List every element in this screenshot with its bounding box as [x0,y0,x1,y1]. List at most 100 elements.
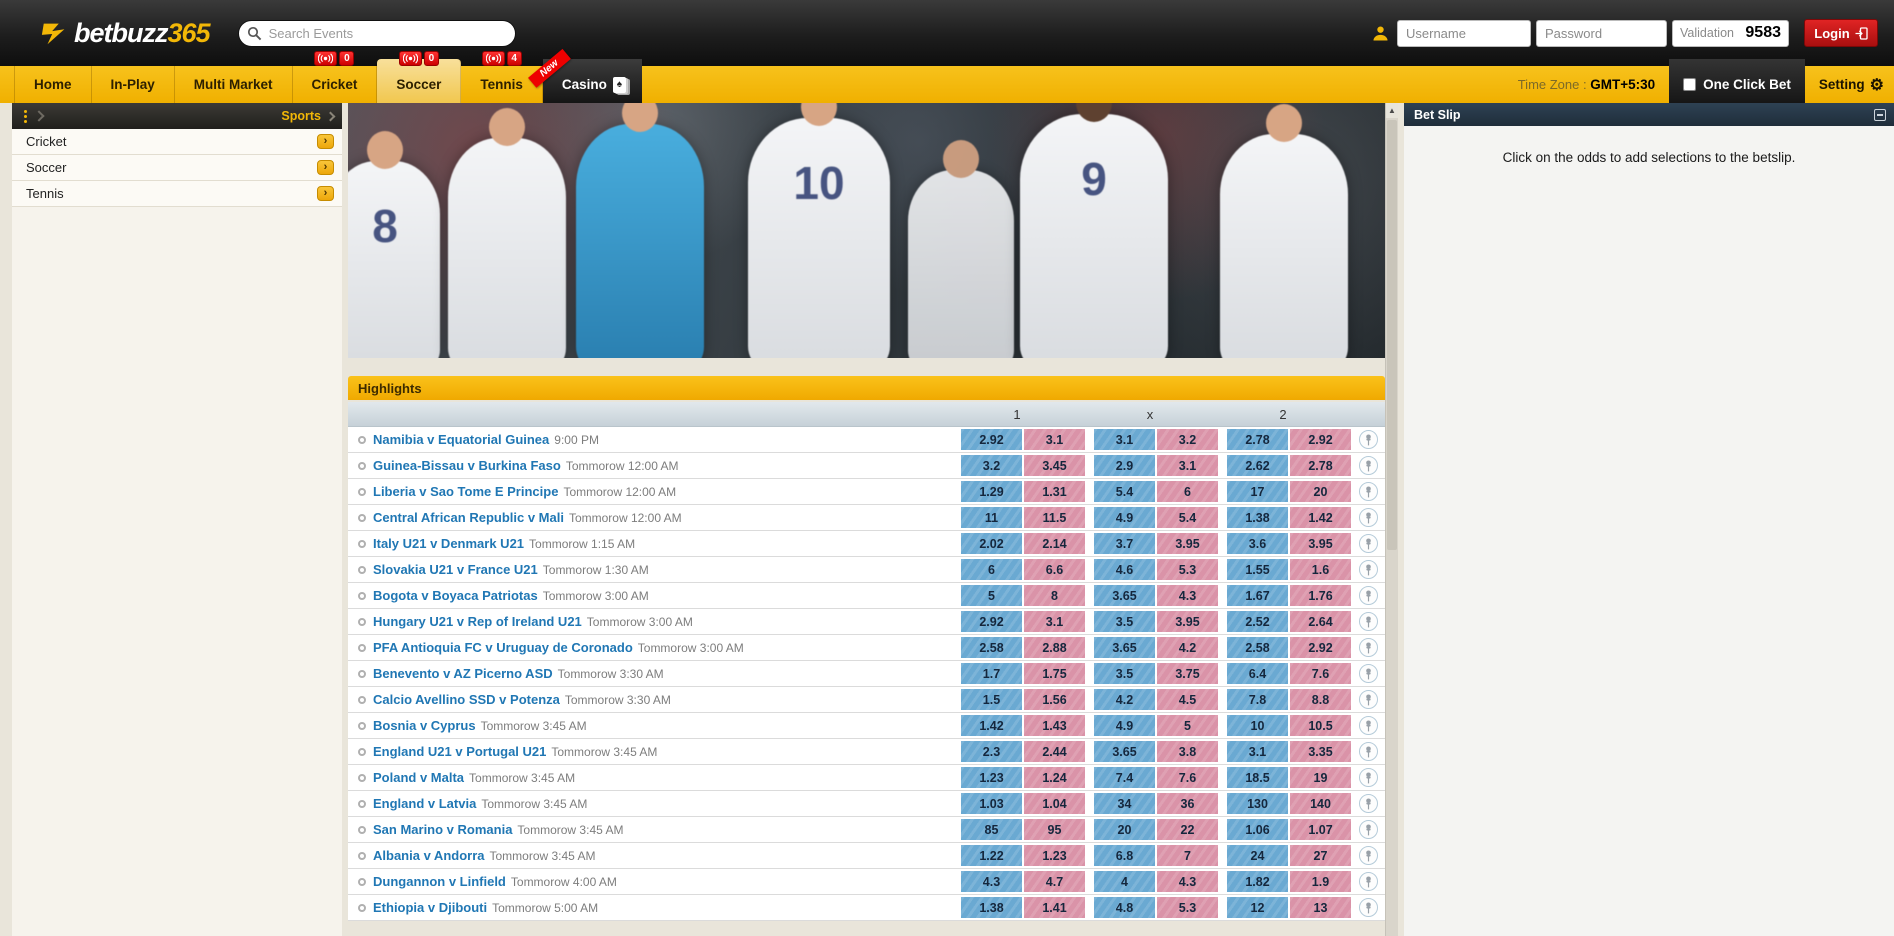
lay-odds-button[interactable]: 3.1 [1024,611,1085,632]
back-odds-button[interactable]: 4.9 [1094,715,1155,736]
lay-odds-button[interactable]: 2.44 [1024,741,1085,762]
match-name-link[interactable]: Guinea-Bissau v Burkina Faso [373,458,561,473]
lay-odds-button[interactable]: 2.64 [1290,611,1351,632]
match-name-link[interactable]: PFA Antioquia FC v Uruguay de Coronado [373,640,633,655]
back-odds-button[interactable]: 2.52 [1227,611,1288,632]
back-odds-button[interactable]: 3.5 [1094,663,1155,684]
back-odds-button[interactable]: 1.38 [1227,507,1288,528]
back-odds-button[interactable]: 4.8 [1094,897,1155,918]
lay-odds-button[interactable]: 19 [1290,767,1351,788]
content-scrollbar[interactable]: ▲ [1385,103,1398,936]
match-name-link[interactable]: Benevento v AZ Picerno ASD [373,666,553,681]
lay-odds-button[interactable]: 22 [1157,819,1218,840]
lay-odds-button[interactable]: 3.95 [1290,533,1351,554]
lay-odds-button[interactable]: 5 [1157,715,1218,736]
match-name-link[interactable]: Calcio Avellino SSD v Potenza [373,692,560,707]
minimize-icon[interactable] [1874,108,1886,121]
lay-odds-button[interactable]: 6.6 [1024,559,1085,580]
back-odds-button[interactable]: 3.7 [1094,533,1155,554]
lay-odds-button[interactable]: 7 [1157,845,1218,866]
match-name-link[interactable]: Poland v Malta [373,770,465,785]
back-odds-button[interactable]: 3.65 [1094,585,1155,606]
nav-tab-in-play[interactable]: In-Play [92,66,175,103]
lay-odds-button[interactable]: 3.2 [1157,429,1218,450]
lay-odds-button[interactable]: 2.14 [1024,533,1085,554]
match-name-link[interactable]: Liberia v Sao Tome E Principe [373,484,559,499]
pin-icon[interactable] [1359,716,1378,735]
lay-odds-button[interactable]: 27 [1290,845,1351,866]
back-odds-button[interactable]: 2.3 [961,741,1022,762]
lay-odds-button[interactable]: 1.23 [1024,845,1085,866]
collapse-chevron-icon[interactable] [33,110,45,122]
match-name-link[interactable]: Hungary U21 v Rep of Ireland U21 [373,614,582,629]
lay-odds-button[interactable]: 1.75 [1024,663,1085,684]
match-name-link[interactable]: Bosnia v Cyprus [373,718,476,733]
match-name-link[interactable]: Ethiopia v Djibouti [373,900,488,915]
pin-icon[interactable] [1359,898,1378,917]
match-name-link[interactable]: Albania v Andorra [373,848,485,863]
back-odds-button[interactable]: 2.62 [1227,455,1288,476]
lay-odds-button[interactable]: 1.07 [1290,819,1351,840]
lay-odds-button[interactable]: 3.35 [1290,741,1351,762]
lay-odds-button[interactable]: 2.78 [1290,455,1351,476]
lay-odds-button[interactable]: 3.75 [1157,663,1218,684]
back-odds-button[interactable]: 3.65 [1094,741,1155,762]
lay-odds-button[interactable]: 6 [1157,481,1218,502]
back-odds-button[interactable]: 2.78 [1227,429,1288,450]
back-odds-button[interactable]: 4 [1094,871,1155,892]
match-name-link[interactable]: Italy U21 v Denmark U21 [373,536,525,551]
sidebar-item-tennis[interactable]: Tennis › [12,181,342,207]
back-odds-button[interactable]: 2.58 [961,637,1022,658]
pin-icon[interactable] [1359,872,1378,891]
back-odds-button[interactable]: 20 [1094,819,1155,840]
pin-icon[interactable] [1359,534,1378,553]
lay-odds-button[interactable]: 1.76 [1290,585,1351,606]
pin-icon[interactable] [1359,794,1378,813]
back-odds-button[interactable]: 1.67 [1227,585,1288,606]
back-odds-button[interactable]: 5.4 [1094,481,1155,502]
back-odds-button[interactable]: 1.55 [1227,559,1288,580]
back-odds-button[interactable]: 6 [961,559,1022,580]
back-odds-button[interactable]: 1.03 [961,793,1022,814]
lay-odds-button[interactable]: 3.1 [1024,429,1085,450]
pin-icon[interactable] [1359,482,1378,501]
login-button[interactable]: Login [1804,19,1878,47]
back-odds-button[interactable]: 1.42 [961,715,1022,736]
back-odds-button[interactable]: 1.29 [961,481,1022,502]
pin-icon[interactable] [1359,820,1378,839]
pin-icon[interactable] [1359,638,1378,657]
back-odds-button[interactable]: 4.9 [1094,507,1155,528]
username-field[interactable] [1397,19,1531,47]
lay-odds-button[interactable]: 7.6 [1290,663,1351,684]
lay-odds-button[interactable]: 3.95 [1157,611,1218,632]
match-name-link[interactable]: Central African Republic v Mali [373,510,564,525]
chevron-right-button[interactable]: › [317,134,334,149]
pin-icon[interactable] [1359,508,1378,527]
nav-tab-soccer[interactable]: 0 Soccer [377,51,462,103]
back-odds-button[interactable]: 4.2 [1094,689,1155,710]
match-name-link[interactable]: England U21 v Portugal U21 [373,744,547,759]
validation-field[interactable]: Validation 9583 [1672,19,1789,47]
sidebar-item-soccer[interactable]: Soccer › [12,155,342,181]
lay-odds-button[interactable]: 2.92 [1290,637,1351,658]
chevron-right-button[interactable]: › [317,186,334,201]
lay-odds-button[interactable]: 36 [1157,793,1218,814]
lay-odds-button[interactable]: 1.04 [1024,793,1085,814]
lay-odds-button[interactable]: 3.8 [1157,741,1218,762]
lay-odds-button[interactable]: 1.42 [1290,507,1351,528]
lay-odds-button[interactable]: 8 [1024,585,1085,606]
brand-logo[interactable]: betbuzz365 [40,18,211,49]
lay-odds-button[interactable]: 11.5 [1024,507,1085,528]
back-odds-button[interactable]: 12 [1227,897,1288,918]
back-odds-button[interactable]: 1.23 [961,767,1022,788]
lay-odds-button[interactable]: 3.95 [1157,533,1218,554]
lay-odds-button[interactable]: 4.2 [1157,637,1218,658]
back-odds-button[interactable]: 1.06 [1227,819,1288,840]
back-odds-button[interactable]: 3.1 [1227,741,1288,762]
back-odds-button[interactable]: 1.7 [961,663,1022,684]
back-odds-button[interactable]: 3.6 [1227,533,1288,554]
back-odds-button[interactable]: 3.5 [1094,611,1155,632]
back-odds-button[interactable]: 1.5 [961,689,1022,710]
back-odds-button[interactable]: 3.65 [1094,637,1155,658]
lay-odds-button[interactable]: 5.4 [1157,507,1218,528]
